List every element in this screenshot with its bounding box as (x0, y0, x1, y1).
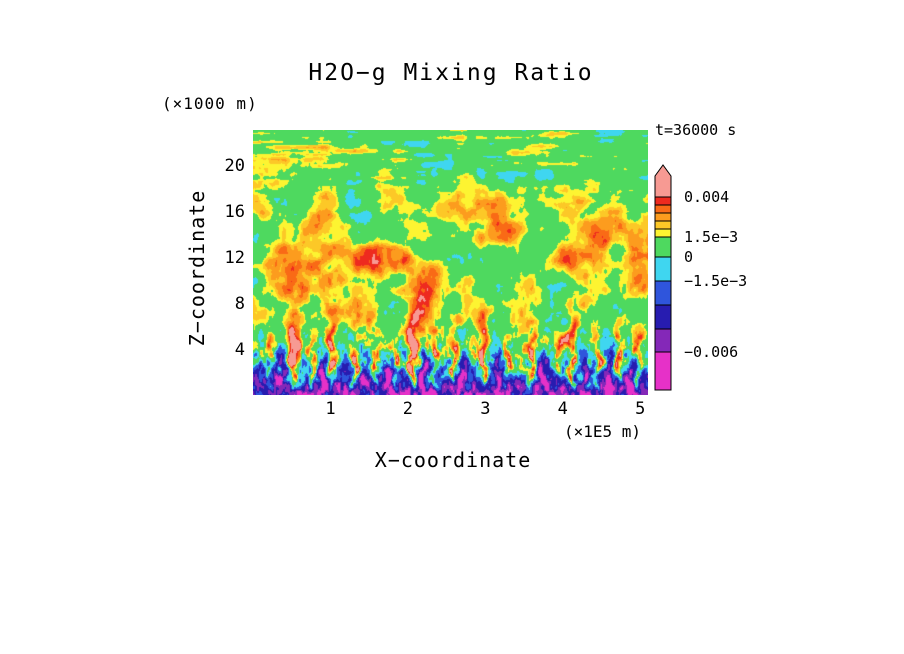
colorbar-arrow-cap (654, 164, 672, 198)
z-tick-label: 16 (224, 201, 245, 222)
colorbar (654, 164, 672, 391)
x-axis-unit: (×1E5 m) (564, 422, 642, 441)
z-tick-label: 4 (234, 339, 245, 360)
colorbar-band (654, 328, 672, 353)
z-tick-label: 8 (234, 293, 245, 314)
colorbar-band (654, 304, 672, 330)
colorbar-band (654, 351, 672, 391)
heatmap-field (253, 130, 648, 395)
colorbar-band (654, 196, 672, 206)
colorbar-band (654, 212, 672, 222)
z-axis-unit: (×1000 m) (162, 94, 258, 113)
x-tick-label: 1 (325, 399, 336, 419)
colorbar-band (654, 204, 672, 214)
colorbar-label: −0.006 (684, 343, 739, 361)
colorbar-label: −1.5e−3 (684, 272, 748, 290)
x-tick-label: 4 (557, 399, 568, 419)
z-tick-label: 12 (224, 247, 245, 268)
colorbar-label: 0 (684, 248, 694, 266)
x-axis-label: X−coordinate (374, 448, 532, 472)
colorbar-band (654, 220, 672, 230)
x-tick-label: 5 (635, 399, 646, 419)
z-tick-label: 20 (224, 155, 245, 176)
time-annotation: t=36000 s (655, 121, 737, 139)
chart-title: H2O−g Mixing Ratio (308, 60, 594, 86)
x-tick-label: 2 (402, 399, 414, 419)
colorbar-label: 0.004 (684, 188, 730, 206)
x-tick-label: 3 (480, 399, 491, 419)
colorbar-band (654, 228, 672, 238)
colorbar-band (654, 280, 672, 306)
colorbar-band (654, 256, 672, 282)
colorbar-band (654, 236, 672, 258)
colorbar-label: 1.5e−3 (684, 228, 739, 246)
